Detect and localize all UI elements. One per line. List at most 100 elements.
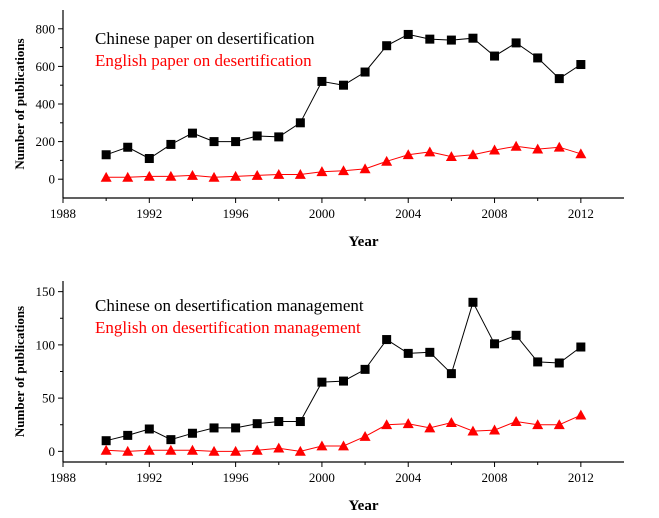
data-point-triangle [424, 422, 436, 433]
data-point-triangle [294, 445, 306, 456]
data-point-triangle [553, 141, 565, 152]
x-tick-label: 1988 [50, 470, 76, 485]
data-point-triangle [553, 419, 565, 430]
x-tick-label: 2008 [482, 206, 508, 221]
y-tick-label: 400 [36, 97, 56, 112]
data-point-triangle [467, 149, 479, 160]
data-point-triangle [575, 148, 587, 159]
data-point-triangle [489, 144, 501, 155]
data-point-triangle [402, 418, 414, 429]
data-point-square [123, 430, 133, 440]
data-point-square [425, 34, 435, 44]
y-tick-label: 150 [36, 284, 56, 299]
y-tick-label: 800 [36, 21, 56, 36]
data-point-square [101, 150, 111, 160]
y-tick-label: 200 [36, 134, 56, 149]
data-point-square [274, 417, 284, 427]
x-tick-label: 2004 [395, 206, 422, 221]
x-tick-label: 1996 [223, 470, 250, 485]
data-point-triangle [489, 424, 501, 435]
data-point-triangle [208, 171, 220, 182]
data-point-square [231, 423, 241, 433]
data-point-square [382, 41, 392, 51]
data-point-triangle [338, 165, 349, 176]
data-point-triangle [575, 409, 587, 420]
data-point-triangle [251, 444, 263, 455]
data-point-triangle [165, 170, 177, 181]
data-point-square [274, 132, 284, 142]
y-tick-label: 50 [42, 391, 55, 406]
data-point-square [252, 131, 262, 141]
data-point-square [425, 347, 435, 357]
x-tick-label: 2000 [309, 206, 335, 221]
x-axis-title: Year [349, 234, 379, 250]
data-point-triangle [445, 151, 457, 162]
data-point-square [360, 364, 370, 374]
data-point-square [166, 139, 176, 149]
data-point-triangle [143, 444, 155, 455]
data-point-triangle [230, 170, 242, 181]
x-tick-label: 2008 [482, 470, 508, 485]
x-tick-label: 2012 [568, 470, 594, 485]
data-point-triangle [359, 430, 371, 441]
legend-entry-1: Chinese on desertification management [95, 296, 364, 315]
data-point-square [403, 29, 413, 39]
data-point-triangle [402, 149, 414, 160]
data-point-square [144, 154, 154, 164]
data-point-triangle [165, 444, 177, 455]
data-point-square [554, 74, 564, 84]
data-point-triangle [186, 169, 198, 180]
data-point-triangle [251, 169, 263, 180]
data-point-triangle [316, 440, 328, 451]
data-point-triangle [381, 419, 393, 430]
data-point-square [295, 118, 305, 128]
data-point-triangle [510, 140, 522, 151]
data-point-square [533, 357, 543, 367]
data-point-square [317, 76, 327, 86]
data-point-triangle [122, 171, 134, 182]
legend-entry-2: English paper on desertification [95, 51, 312, 70]
legend-entry-1: Chinese paper on desertification [95, 29, 315, 48]
data-point-triangle [359, 163, 371, 174]
data-point-square [101, 436, 111, 446]
data-point-triangle [273, 169, 285, 179]
x-tick-label: 1988 [50, 206, 76, 221]
data-point-square [511, 330, 521, 340]
data-point-triangle [316, 166, 328, 177]
x-tick-label: 2000 [309, 470, 335, 485]
data-point-square [576, 60, 586, 70]
data-point-square [511, 38, 521, 48]
x-tick-label: 2012 [568, 206, 594, 221]
data-point-triangle [186, 444, 198, 455]
data-point-square [123, 142, 133, 152]
data-point-triangle [467, 425, 479, 436]
data-point-square [317, 377, 327, 387]
data-point-triangle [208, 445, 220, 456]
data-point-square [144, 424, 154, 434]
data-point-triangle [122, 445, 134, 456]
data-point-square [446, 369, 456, 379]
data-point-triangle [424, 146, 436, 157]
data-point-triangle [510, 416, 522, 426]
chart-panel-1: 1988 1992 1996 2000 2004 2008 2012 0 200 400 600 80… [12, 10, 624, 250]
data-point-triangle [532, 143, 544, 154]
data-point-square [554, 358, 564, 368]
data-point-triangle [100, 444, 112, 455]
data-point-triangle [294, 169, 306, 179]
y-tick-label: 0 [49, 172, 56, 187]
data-point-triangle [445, 417, 457, 428]
data-point-triangle [143, 170, 155, 181]
data-point-square [339, 376, 348, 386]
data-point-square [209, 423, 219, 433]
legend-entry-2: English on desertification management [95, 318, 361, 337]
data-point-square [468, 33, 478, 43]
data-point-square [468, 297, 478, 307]
x-tick-label: 1996 [223, 206, 250, 221]
data-point-square [187, 128, 197, 138]
data-point-square [382, 335, 392, 345]
x-tick-label: 1992 [136, 470, 162, 485]
x-axis-title: Year [349, 498, 379, 513]
data-point-square [252, 419, 262, 429]
